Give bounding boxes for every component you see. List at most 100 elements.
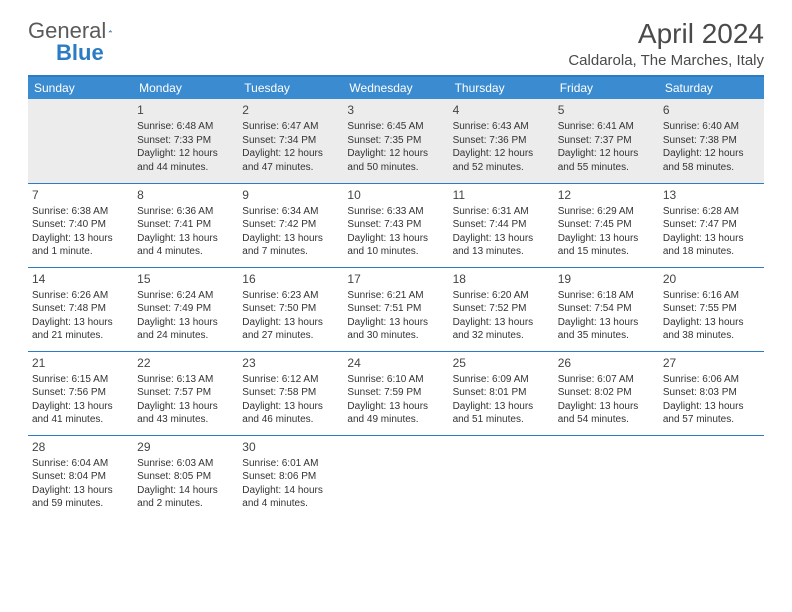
day-sunrise: Sunrise: 6:03 AM (137, 457, 234, 471)
day-d2: and 41 minutes. (32, 413, 129, 427)
day-number: 11 (453, 187, 550, 203)
day-number: 3 (347, 102, 444, 118)
day-d1: Daylight: 12 hours (347, 147, 444, 161)
day-d1: Daylight: 13 hours (558, 400, 655, 414)
day-sunrise: Sunrise: 6:31 AM (453, 205, 550, 219)
day-sunrise: Sunrise: 6:16 AM (663, 289, 760, 303)
calendar-day-cell: 24 Sunrise: 6:10 AMSunset: 7:59 PMDayligh… (343, 351, 448, 435)
calendar-week-row: 14Sunrise: 6:26 AMSunset: 7:48 PMDayligh… (28, 267, 764, 351)
day-d1: Daylight: 14 hours (137, 484, 234, 498)
day-number: 24 (347, 355, 444, 371)
day-sunrise: Sunrise: 6:23 AM (242, 289, 339, 303)
day-number: 14 (32, 271, 129, 287)
day-number: 30 (242, 439, 339, 455)
day-sunrise: Sunrise: 6:09 AM (453, 373, 550, 387)
calendar-day-cell: 20Sunrise: 6:16 AMSunset: 7:55 PMDayligh… (659, 267, 764, 351)
col-header: Thursday (449, 77, 554, 99)
day-d1: Daylight: 13 hours (453, 316, 550, 330)
day-number: 7 (32, 187, 129, 203)
day-d1: Daylight: 13 hours (137, 400, 234, 414)
day-sunset: Sunset: 7:37 PM (558, 134, 655, 148)
day-d1: Daylight: 12 hours (137, 147, 234, 161)
day-sunset: Sunset: 7:59 PM (347, 386, 444, 400)
calendar-day-cell (659, 435, 764, 519)
day-number: 23 (242, 355, 339, 371)
day-d1: Daylight: 13 hours (453, 232, 550, 246)
calendar-day-cell: 17Sunrise: 6:21 AMSunset: 7:51 PMDayligh… (343, 267, 448, 351)
day-d1: Daylight: 13 hours (347, 400, 444, 414)
day-number: 22 (137, 355, 234, 371)
day-sunset: Sunset: 7:47 PM (663, 218, 760, 232)
day-sunset: Sunset: 7:42 PM (242, 218, 339, 232)
day-sunrise: Sunrise: 6:40 AM (663, 120, 760, 134)
day-sunset: Sunset: 7:51 PM (347, 302, 444, 316)
calendar-week-row: 7Sunrise: 6:38 AMSunset: 7:40 PMDaylight… (28, 183, 764, 267)
day-sunset: Sunset: 7:54 PM (558, 302, 655, 316)
calendar-day-cell: 12Sunrise: 6:29 AMSunset: 7:45 PMDayligh… (554, 183, 659, 267)
day-sunrise: Sunrise: 6:48 AM (137, 120, 234, 134)
day-sunset: Sunset: 7:48 PM (32, 302, 129, 316)
day-number: 26 (558, 355, 655, 371)
day-sunrise: Sunrise: 6:01 AM (242, 457, 339, 471)
day-sunset: Sunset: 7:36 PM (453, 134, 550, 148)
day-number: 18 (453, 271, 550, 287)
day-d1: Daylight: 12 hours (558, 147, 655, 161)
day-number: 1 (137, 102, 234, 118)
day-sunrise: Sunrise: 6:38 AM (32, 205, 129, 219)
day-d1: Daylight: 13 hours (137, 316, 234, 330)
day-sunrise: Sunrise: 6:20 AM (453, 289, 550, 303)
col-header: Sunday (28, 77, 133, 99)
calendar-week-row: 1Sunrise: 6:48 AMSunset: 7:33 PMDaylight… (28, 99, 764, 183)
day-sunrise: Sunrise: 6:10 AM (347, 373, 444, 387)
calendar-day-cell: 6Sunrise: 6:40 AMSunset: 7:38 PMDaylight… (659, 99, 764, 183)
day-sunrise: Sunrise: 6:07 AM (558, 373, 655, 387)
day-sunset: Sunset: 7:50 PM (242, 302, 339, 316)
day-sunrise: Sunrise: 6:45 AM (347, 120, 444, 134)
calendar-day-cell (28, 99, 133, 183)
day-number: 12 (558, 187, 655, 203)
col-header: Monday (133, 77, 238, 99)
calendar-week-row: 21Sunrise: 6:15 AMSunset: 7:56 PMDayligh… (28, 351, 764, 435)
day-d2: and 1 minute. (32, 245, 129, 259)
day-d1: Daylight: 13 hours (32, 400, 129, 414)
calendar-body: 1Sunrise: 6:48 AMSunset: 7:33 PMDaylight… (28, 99, 764, 519)
day-d1: Daylight: 13 hours (242, 316, 339, 330)
month-title: April 2024 (568, 18, 764, 50)
day-number: 9 (242, 187, 339, 203)
day-d1: Daylight: 12 hours (663, 147, 760, 161)
day-sunrise: Sunrise: 6:29 AM (558, 205, 655, 219)
brand-logo: General Blue (28, 18, 132, 44)
day-sunset: Sunset: 7:56 PM (32, 386, 129, 400)
calendar-day-cell: 25Sunrise: 6:09 AMSunset: 8:01 PMDayligh… (449, 351, 554, 435)
calendar-day-cell: 29Sunrise: 6:03 AMSunset: 8:05 PMDayligh… (133, 435, 238, 519)
day-d1: Daylight: 13 hours (32, 232, 129, 246)
day-sunset: Sunset: 7:49 PM (137, 302, 234, 316)
day-number: 28 (32, 439, 129, 455)
day-number: 19 (558, 271, 655, 287)
day-d2: and 50 minutes. (347, 161, 444, 175)
day-d2: and 52 minutes. (453, 161, 550, 175)
col-header: Saturday (659, 77, 764, 99)
day-d2: and 38 minutes. (663, 329, 760, 343)
calendar-table: SundayMondayTuesdayWednesdayThursdayFrid… (28, 77, 764, 519)
day-sunset: Sunset: 7:35 PM (347, 134, 444, 148)
calendar-day-cell (554, 435, 659, 519)
day-sunset: Sunset: 7:33 PM (137, 134, 234, 148)
day-d1: Daylight: 13 hours (242, 400, 339, 414)
title-block: April 2024 Caldarola, The Marches, Italy (568, 18, 764, 69)
day-d2: and 10 minutes. (347, 245, 444, 259)
calendar-day-cell: 2Sunrise: 6:47 AMSunset: 7:34 PMDaylight… (238, 99, 343, 183)
day-d2: and 24 minutes. (137, 329, 234, 343)
day-d2: and 13 minutes. (453, 245, 550, 259)
calendar-day-cell: 1 Sunrise: 6:48 AMSunset: 7:33 PMDaylight… (133, 99, 238, 183)
calendar-day-cell (343, 435, 448, 519)
calendar-day-cell: 14Sunrise: 6:26 AMSunset: 7:48 PMDayligh… (28, 267, 133, 351)
day-number: 16 (242, 271, 339, 287)
day-number: 10 (347, 187, 444, 203)
day-sunset: Sunset: 7:43 PM (347, 218, 444, 232)
day-sunrise: Sunrise: 6:18 AM (558, 289, 655, 303)
day-d1: Daylight: 13 hours (558, 316, 655, 330)
day-sunrise: Sunrise: 6:06 AM (663, 373, 760, 387)
day-number: 21 (32, 355, 129, 371)
day-number: 25 (453, 355, 550, 371)
